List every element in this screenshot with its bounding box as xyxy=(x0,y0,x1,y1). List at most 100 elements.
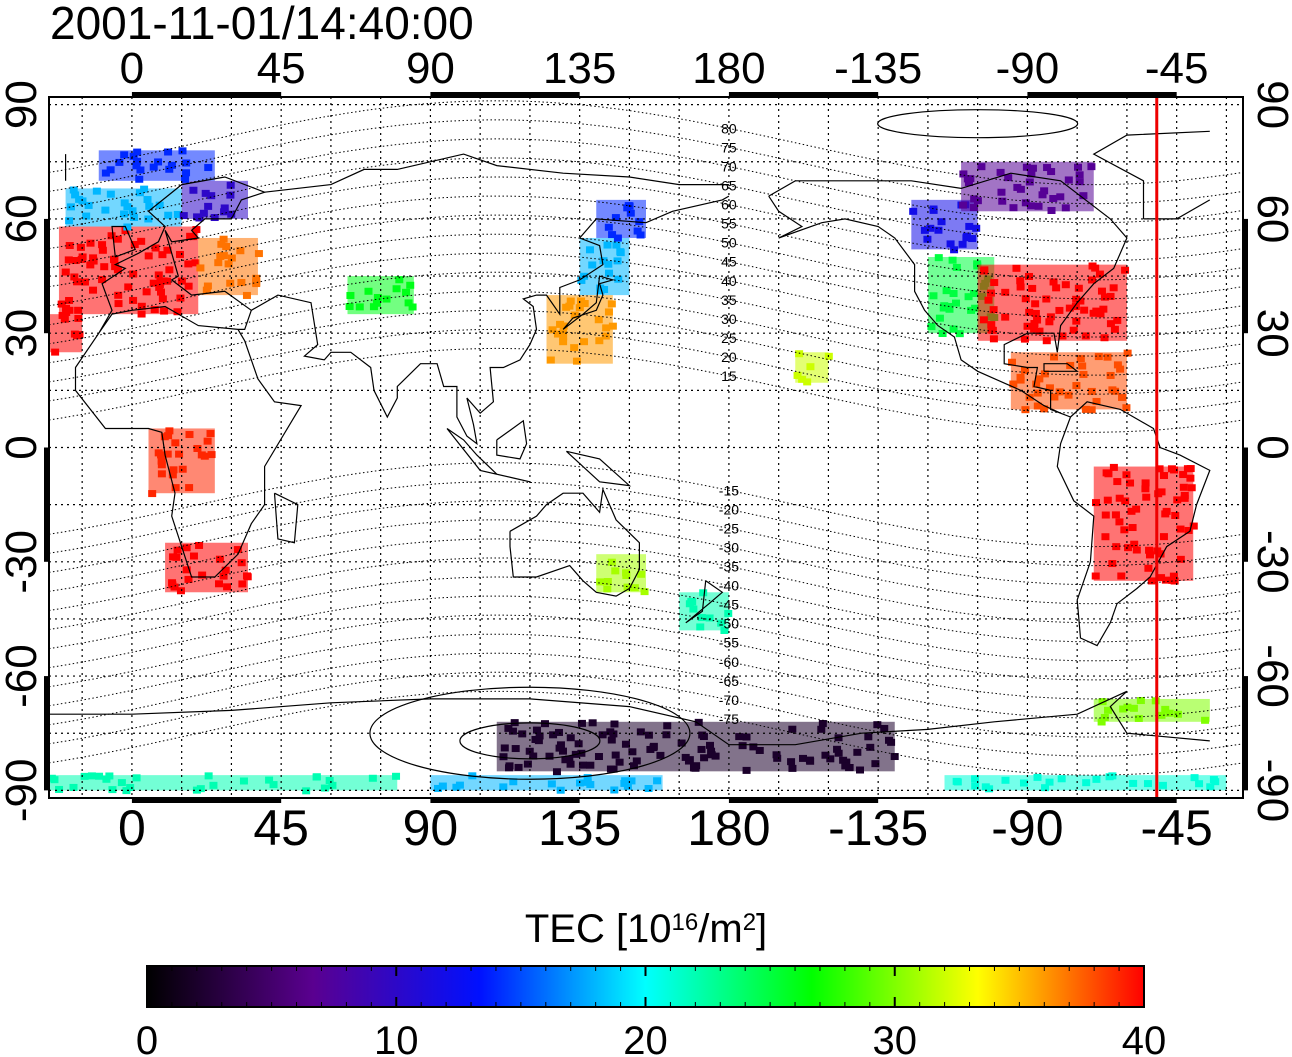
tec-cell-patch xyxy=(1209,776,1218,784)
tec-cell-patch xyxy=(871,760,880,768)
tec-cell-patch xyxy=(1074,284,1083,292)
lon-tick-label: -135 xyxy=(834,44,922,93)
frame-bar-left xyxy=(44,676,49,791)
tec-cell-patch xyxy=(610,720,619,728)
tec-cell-patch xyxy=(65,217,74,225)
tec-cell-patch xyxy=(368,774,377,782)
tec-cell-patch xyxy=(1088,262,1097,270)
tec-cell-patch xyxy=(628,748,637,756)
tec-cell-patch xyxy=(637,570,646,578)
tec-cell-patch xyxy=(1100,334,1109,342)
mag-lat-label: 70 xyxy=(721,158,737,174)
lat-tick-label: -90 xyxy=(1248,759,1292,823)
tec-cell-patch xyxy=(989,335,998,343)
tec-cell-patch xyxy=(1142,493,1151,501)
tec-cell-patch xyxy=(237,278,246,286)
tec-cell-patch xyxy=(98,241,107,249)
magnetic-contour xyxy=(49,462,1243,548)
tec-cell-patch xyxy=(404,299,413,307)
tec-cell-patch xyxy=(817,725,826,733)
tec-cell-patch xyxy=(1162,507,1171,515)
tec-cell-patch xyxy=(866,743,875,751)
tec-cell-region xyxy=(1093,697,1210,726)
tec-cell-patch xyxy=(1092,397,1101,405)
tec-cell-patch xyxy=(594,753,603,761)
tec-cell-patch xyxy=(1184,526,1193,534)
tec-cell-patch xyxy=(1082,779,1091,787)
tec-cell-patch xyxy=(1190,774,1199,782)
tec-cell-patch xyxy=(599,257,608,265)
lat-ticks-left: 90 60 30 0 -30 -60 -90 xyxy=(0,80,46,822)
lat-tick-label: -90 xyxy=(0,759,46,823)
tec-cell-patch xyxy=(613,234,622,242)
tec-cell-patch xyxy=(689,764,698,772)
mag-lat-label: -15 xyxy=(719,482,739,498)
tec-cell-patch xyxy=(605,269,614,277)
tec-cell-patch xyxy=(120,151,129,159)
tec-cell-patch xyxy=(864,733,873,741)
coastline xyxy=(264,153,729,193)
tec-cell-patch xyxy=(98,246,107,254)
tec-cell-patch xyxy=(172,553,181,561)
tec-cell-patch xyxy=(987,326,996,334)
tec-cell-patch xyxy=(688,598,697,606)
tec-cell-patch xyxy=(128,207,137,215)
tec-cell-region xyxy=(596,554,649,596)
tec-cell-patch xyxy=(653,777,662,785)
tec-cell-patch xyxy=(1123,349,1132,357)
tec-cell-patch xyxy=(1141,479,1150,487)
tec-cell-region xyxy=(977,262,1130,345)
tec-cell-patch xyxy=(959,201,968,209)
tec-cell-patch xyxy=(265,776,274,784)
tec-cell-patch xyxy=(177,277,186,285)
tec-cell-patch xyxy=(49,774,56,782)
tec-cell-patch xyxy=(611,567,620,575)
tec-cell-patch xyxy=(509,778,518,786)
mag-lat-label: 40 xyxy=(721,273,737,289)
tec-cell-patch xyxy=(583,774,592,782)
mag-lat-label: 75 xyxy=(721,139,737,155)
tec-cell-patch xyxy=(963,175,972,183)
tec-cell-patch xyxy=(117,779,126,787)
tec-cell-patch xyxy=(145,202,154,210)
tec-cell-patch xyxy=(1058,332,1067,340)
tec-cell-patch xyxy=(1201,716,1210,724)
tec-cell-patch xyxy=(185,431,194,439)
tec-cell-patch xyxy=(1052,284,1061,292)
mag-lat-label: -25 xyxy=(719,520,739,536)
tec-cell-patch xyxy=(1179,471,1188,479)
tec-cell-patch xyxy=(1040,187,1049,195)
tec-cell-patch xyxy=(122,787,131,795)
tec-cell-patch xyxy=(137,302,146,310)
tec-cell-patch xyxy=(1035,375,1044,383)
tec-cell-patch xyxy=(1033,316,1042,324)
tec-cell-patch xyxy=(1169,572,1178,580)
tec-cell-patch xyxy=(926,224,935,232)
frame-bar-top xyxy=(728,92,879,97)
tec-cell-patch xyxy=(788,725,797,733)
tec-cell-patch xyxy=(644,731,653,739)
mag-lat-label: 55 xyxy=(721,216,737,232)
tec-cell-patch xyxy=(226,181,235,189)
tec-cell-patch xyxy=(1144,564,1153,572)
magnetic-contour xyxy=(49,290,1243,376)
mag-lat-label: -65 xyxy=(719,673,739,689)
tec-cell-patch xyxy=(227,210,236,218)
frame-bar-bottom xyxy=(430,798,580,803)
tec-cell-patch xyxy=(123,223,132,231)
tec-cell-patch xyxy=(204,772,213,780)
tec-cell-patch xyxy=(121,227,130,235)
tec-cell-patch xyxy=(182,544,191,552)
tec-cell-patch xyxy=(1183,465,1192,473)
tec-cell-patch xyxy=(534,737,543,745)
tec-cell-patch xyxy=(1031,300,1040,308)
tec-cell-patch xyxy=(181,175,190,183)
tec-cell-patch xyxy=(949,325,958,333)
tec-cell-patch xyxy=(981,783,990,791)
mag-lat-label: -40 xyxy=(719,578,739,594)
tec-cell-patch xyxy=(986,289,995,297)
tec-cell-patch xyxy=(312,773,321,781)
tec-cell-patch xyxy=(113,235,122,243)
frame-bar-bottom xyxy=(1027,798,1177,803)
tec-cell-patch xyxy=(192,226,201,234)
